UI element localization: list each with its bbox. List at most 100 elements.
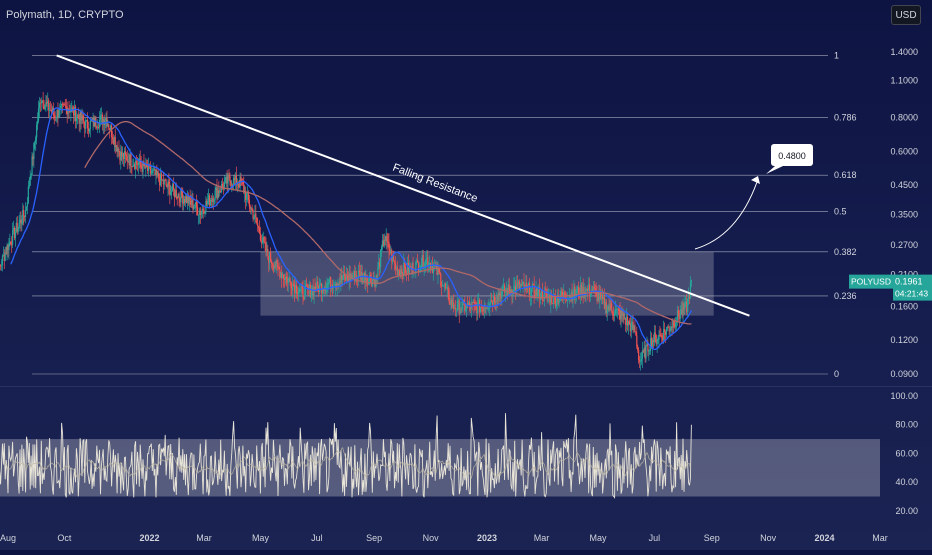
fib-level-label: 0.236: [834, 291, 857, 301]
candle-body: [100, 115, 101, 119]
currency-button[interactable]: USD: [891, 5, 921, 25]
candle-body: [311, 292, 312, 297]
candle-body: [38, 108, 39, 120]
candle-body: [58, 115, 59, 118]
candle-body: [491, 301, 492, 302]
candle-body: [177, 198, 178, 199]
candle-body: [576, 290, 577, 294]
candle-body: [27, 202, 28, 206]
candle-body: [657, 340, 658, 341]
candle-body: [607, 309, 608, 313]
candle-body: [173, 184, 174, 189]
candle-body: [615, 310, 616, 314]
candle-body: [567, 300, 568, 301]
candle-body: [655, 333, 656, 335]
candle-body: [153, 170, 154, 171]
candle-body: [433, 266, 434, 273]
price-axis-tick: 0.1200: [890, 335, 918, 345]
candle-body: [461, 309, 462, 310]
rsi-axis-tick: 20.00: [895, 506, 918, 516]
candle-body: [669, 330, 670, 331]
time-axis-tick: Nov: [423, 533, 440, 543]
candle-body: [168, 182, 169, 185]
candle-body: [283, 275, 284, 278]
candle-body: [35, 137, 36, 141]
candle-body: [415, 262, 416, 273]
candle-body: [225, 178, 226, 182]
countdown-label: 04:21:43: [895, 289, 928, 299]
candle-body: [394, 261, 395, 263]
rsi-axis-tick: 40.00: [895, 477, 918, 487]
candle-body: [637, 347, 638, 350]
candle-body: [298, 292, 299, 294]
candle-body: [473, 302, 474, 303]
target-arrow: [695, 182, 757, 249]
candle-body: [380, 250, 381, 267]
candle-body: [198, 215, 199, 216]
candle-body: [387, 236, 388, 241]
candle-body: [43, 100, 44, 106]
candle-body: [523, 282, 524, 285]
fib-level-label: 0.786: [834, 113, 857, 123]
candle-body: [418, 262, 419, 271]
candle-body: [328, 283, 329, 284]
candle-body: [421, 265, 422, 267]
candle-body: [215, 190, 216, 199]
candle-body: [439, 272, 440, 274]
candle-body: [356, 275, 357, 276]
candle-body: [443, 285, 444, 286]
candle-body: [401, 269, 402, 273]
candle-body: [362, 277, 363, 282]
candle-body: [1, 265, 2, 266]
candle-body: [37, 121, 38, 125]
candle-body: [90, 121, 91, 129]
time-axis-tick: Sep: [366, 533, 382, 543]
candle-body: [214, 200, 215, 202]
candle-body: [166, 181, 167, 186]
candle-body: [370, 275, 371, 281]
candle-body: [201, 212, 202, 215]
candle-body: [359, 271, 360, 272]
candle-body: [537, 290, 538, 295]
candle-body: [509, 284, 510, 289]
candle-body: [388, 242, 389, 251]
candle-body: [368, 279, 369, 285]
candle-body: [687, 299, 688, 312]
time-axis-tick: May: [252, 533, 270, 543]
candle-body: [55, 116, 56, 118]
candle-body: [405, 267, 406, 272]
candle-body: [300, 289, 301, 291]
candle-body: [636, 335, 637, 346]
candle-body: [668, 327, 669, 328]
candle-body: [614, 314, 615, 316]
time-axis-tick: Sep: [704, 533, 720, 543]
candle-body: [255, 214, 256, 218]
candle-body: [8, 242, 9, 250]
price-axis-tick: 0.0900: [890, 369, 918, 379]
candle-body: [65, 105, 66, 106]
candle-body: [457, 301, 458, 309]
candle-body: [610, 304, 611, 309]
candle-body: [31, 175, 32, 178]
candle-body: [684, 302, 685, 310]
candle-body: [207, 201, 208, 204]
candle-body: [170, 191, 171, 195]
candle-body: [595, 288, 596, 289]
candle-body: [240, 177, 241, 181]
candle-body: [70, 111, 71, 113]
rsi-axis-tick: 100.00: [890, 391, 918, 401]
time-axis-tick: 2024: [815, 533, 835, 543]
price-axis-tick: 0.4500: [890, 180, 918, 190]
time-axis-tick: Jul: [311, 533, 323, 543]
candle-body: [23, 210, 24, 216]
candle-body: [461, 302, 462, 309]
candle-body: [152, 171, 153, 173]
target-callout-pointer: [766, 166, 783, 174]
candle-body: [26, 207, 27, 211]
fib-level-label: 0.5: [834, 206, 847, 216]
candle-body: [522, 284, 523, 286]
price-axis-tick: 0.1600: [890, 301, 918, 311]
candle-body: [253, 217, 254, 218]
